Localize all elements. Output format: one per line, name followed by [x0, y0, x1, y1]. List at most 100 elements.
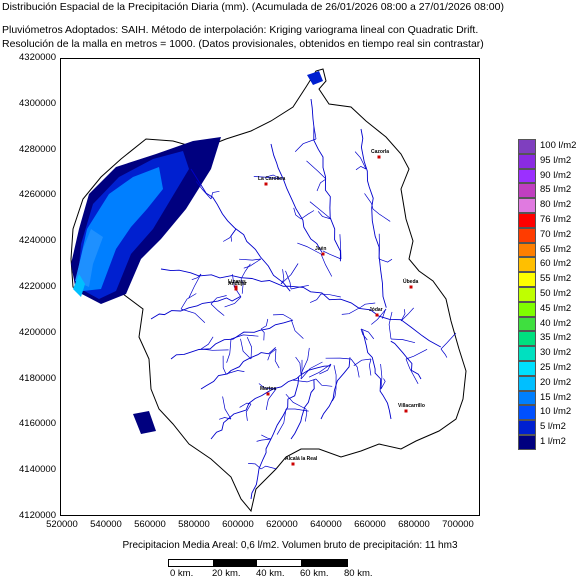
legend-item: 45 l/m2 [518, 301, 578, 317]
river-tributary [267, 348, 277, 361]
river-tributary [400, 307, 414, 322]
town-label: Linares [228, 279, 246, 285]
scale-seg-4 [301, 560, 347, 566]
legend-label: 20 l/m2 [540, 376, 572, 388]
scale-label: 40 km. [256, 568, 285, 579]
river-tributary [309, 201, 332, 220]
legend-swatch [518, 420, 536, 435]
legend-label: 60 l/m2 [540, 258, 572, 270]
town-marker [409, 285, 413, 289]
river-tributary [308, 363, 332, 378]
legend-swatch [518, 361, 536, 376]
legend-item: 80 l/m2 [518, 198, 578, 213]
resolution-line: Resolución de la malla en metros = 1000.… [2, 38, 484, 50]
river-tributary [239, 402, 252, 408]
river-tributary [200, 336, 214, 350]
river-tributary [440, 332, 457, 350]
legend-item: 40 l/m2 [518, 316, 578, 332]
legend-item: 5 l/m2 [518, 420, 578, 435]
river-tributary [276, 408, 287, 435]
town-label: Úbeda [403, 279, 419, 285]
town-label: Cazorla [371, 149, 390, 155]
legend-swatch [518, 272, 536, 287]
legend-swatch [518, 301, 536, 317]
river-tributary [223, 228, 237, 242]
river-tributary [200, 348, 229, 351]
y-tick-label: 4320000 [19, 52, 56, 63]
river-tributary [196, 181, 212, 200]
river-tributary [210, 303, 225, 316]
x-tick-label: 600000 [222, 519, 254, 530]
x-tick-label: 560000 [134, 519, 166, 530]
y-tick-label: 4220000 [19, 281, 56, 292]
river-tributary [225, 370, 245, 375]
town-marker [375, 313, 379, 317]
legend-label: 90 l/m2 [540, 169, 572, 181]
river-tributary [405, 348, 428, 360]
river-tributary [191, 273, 202, 281]
x-tick-label: 520000 [46, 519, 78, 530]
legend-swatch [518, 405, 536, 421]
legend-label: 10 l/m2 [540, 406, 572, 418]
river-line [250, 377, 300, 500]
legend-item: 100 l/m2 [518, 139, 578, 154]
x-tick-label: 680000 [398, 519, 430, 530]
river-network [150, 98, 457, 500]
legend-swatch [518, 213, 536, 228]
y-tick-label: 4140000 [19, 464, 56, 476]
river-tributary [390, 338, 416, 344]
town-marker [266, 392, 270, 396]
river-tributary [440, 348, 448, 358]
legend-swatch [518, 198, 536, 213]
town-marker [404, 409, 408, 413]
river-tributary [180, 308, 206, 323]
scale-label: 60 km. [300, 568, 329, 579]
x-tick-label: 700000 [442, 519, 474, 530]
river-tributary [248, 463, 262, 470]
river-tributary [239, 258, 262, 261]
legend-swatch [518, 375, 536, 391]
legend-label: 65 l/m2 [540, 243, 572, 255]
river-tributary [378, 258, 393, 263]
river-tributary [243, 258, 262, 269]
river-tributary [290, 318, 304, 339]
scale-seg-3 [257, 560, 301, 566]
legend-item: 50 l/m2 [518, 287, 578, 302]
legend-label: 76 l/m2 [540, 214, 572, 225]
river-tributary [400, 309, 406, 322]
town-marker [264, 182, 268, 186]
river-tributary [354, 151, 367, 170]
river-tributary [353, 358, 372, 366]
town-label: Jódar [369, 307, 383, 313]
river-tributary [285, 270, 292, 290]
legend-item: 35 l/m2 [518, 331, 578, 347]
river-tributary [319, 363, 332, 375]
town-markers [234, 155, 413, 466]
river-tributary [360, 328, 368, 341]
river-tributary [355, 165, 367, 171]
river-tributary [253, 176, 282, 180]
river-tributary [272, 314, 292, 320]
legend-item: 65 l/m2 [518, 242, 578, 258]
river-tributary [280, 269, 285, 285]
river-tributary [224, 296, 242, 308]
legend-swatch [518, 183, 536, 199]
river-tributary [320, 253, 333, 277]
legend-item: 20 l/m2 [518, 375, 578, 391]
river-line [362, 330, 392, 420]
legend-label: 100 l/m2 [540, 140, 577, 151]
legend-label: 15 l/m2 [540, 391, 572, 403]
river-tributary [274, 348, 280, 369]
legend-label: 95 l/m2 [540, 154, 572, 166]
river-tributary [290, 284, 309, 290]
river-tributary [246, 336, 252, 360]
river-tributary [300, 347, 310, 375]
rain-zone-20 [75, 229, 103, 287]
river-tributary [232, 274, 242, 298]
river-tributary [300, 361, 323, 380]
legend-label: 1 l/m2 [540, 436, 566, 447]
legend-item: 10 l/m2 [518, 405, 578, 421]
river-tributary [295, 356, 302, 375]
legend-swatch [518, 331, 536, 347]
river-tributary [256, 438, 272, 442]
